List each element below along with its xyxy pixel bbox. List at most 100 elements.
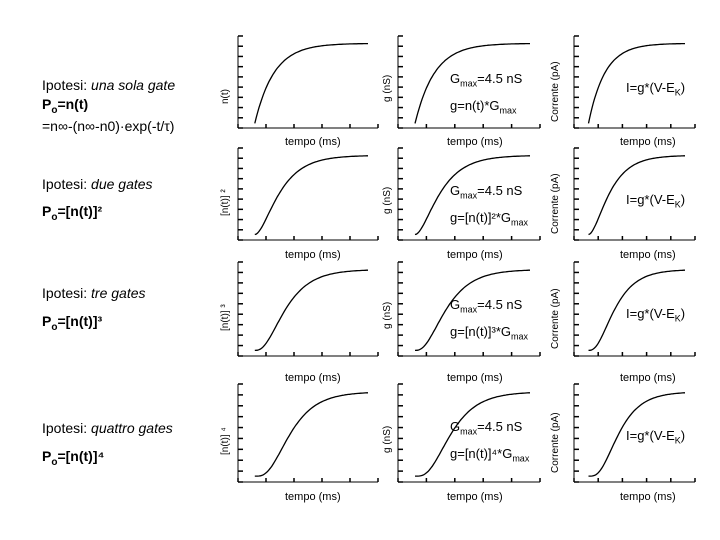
gmax-label-text: G (450, 183, 461, 198)
po-label: P (42, 448, 52, 464)
hypothesis-italic: una sola gate (91, 77, 176, 93)
g-equation-text: g=[n(t)]³*G (450, 324, 512, 339)
gmax-label-text: G (450, 419, 461, 434)
i-equation-suffix: ) (680, 306, 686, 321)
hypothesis-prefix: Ipotesi: (42, 176, 88, 192)
g-equation-text: g=n(t)*G (450, 98, 500, 113)
response-curve (254, 392, 368, 477)
po-label: P (42, 96, 52, 112)
po-expr: =n(t) (57, 96, 89, 112)
response-curve (254, 269, 368, 352)
po-row1: Po=n(t) (42, 96, 88, 116)
po-row2: Po=[n(t)]² (42, 203, 102, 223)
i-equation-text: I=g*(V-E (626, 306, 675, 321)
po-expr: =[n(t)]² (57, 203, 103, 219)
y-axis-label-g: g (nS) (382, 301, 393, 329)
po-expr: =[n(t)]³ (57, 313, 103, 329)
i-equation-suffix: ) (680, 80, 686, 95)
x-axis-label: tempo (ms) (620, 491, 676, 503)
hypothesis-prefix: Ipotesi: (42, 420, 88, 436)
i-equation-sub: K (674, 435, 681, 446)
i-equation-text: I=g*(V-E (626, 192, 675, 207)
y-axis-label-g: g (nS) (382, 425, 393, 453)
hypothesis-row4: Ipotesi: quattro gates (42, 420, 173, 437)
i-equation: I=g*(V-EK) (626, 80, 685, 98)
gmax-label-text: G (450, 297, 461, 312)
response-curve (414, 42, 530, 124)
gmax-label-suffix: =4.5 nS (477, 71, 523, 86)
gmax-label-suffix: =4.5 nS (477, 183, 523, 198)
po-sub: o (51, 104, 58, 116)
y-axis-label-n: [n(t)] ³ (220, 304, 231, 331)
po-row4: Po=[n(t)]⁴ (42, 448, 104, 468)
g-equation-sub: max (511, 331, 529, 342)
y-axis-label-n: [n(t)] ⁴ (220, 427, 231, 455)
response-curve (414, 155, 530, 236)
x-axis-label: tempo (ms) (285, 136, 341, 148)
x-axis-label: tempo (ms) (620, 249, 676, 261)
x-axis-label: tempo (ms) (447, 491, 503, 503)
i-equation-text: I=g*(V-E (626, 428, 675, 443)
i-equation-text: I=g*(V-E (626, 80, 675, 95)
formula-row1: =n∞-(n∞-n0)·exp(-t/τ) (42, 118, 175, 134)
po-label: P (42, 313, 52, 329)
hypothesis-italic: quattro gates (91, 420, 173, 436)
x-axis-label: tempo (ms) (620, 136, 676, 148)
i-equation-suffix: ) (680, 192, 686, 207)
gmax-label-sub: max (460, 190, 478, 201)
gmax-label: Gmax=4.5 nS (450, 183, 522, 201)
x-axis-label: tempo (ms) (447, 136, 503, 148)
po-sub: o (51, 211, 58, 223)
gmax-label: Gmax=4.5 nS (450, 297, 522, 315)
gmax-label-sub: max (460, 426, 478, 437)
po-expr: =[n(t)]⁴ (57, 448, 105, 464)
gmax-label-sub: max (460, 78, 478, 89)
x-axis-label: tempo (ms) (447, 249, 503, 261)
y-axis-label-g: g (nS) (382, 74, 393, 102)
gmax-label-text: G (450, 71, 461, 86)
po-sub: o (51, 321, 58, 333)
g-equation-text: g=[n(t)]⁴*G (450, 446, 513, 461)
y-axis-label-g: g (nS) (382, 186, 393, 214)
i-equation-sub: K (674, 313, 681, 324)
i-equation-sub: K (674, 87, 681, 98)
x-axis-label: tempo (ms) (620, 372, 676, 384)
response-curve (588, 155, 685, 236)
response-curve (588, 269, 685, 352)
i-equation-suffix: ) (680, 428, 686, 443)
gmax-label-suffix: =4.5 nS (477, 297, 523, 312)
i-equation-sub: K (674, 199, 681, 210)
gmax-label-sub: max (460, 304, 478, 315)
g-equation: g=[n(t)]³*Gmax (450, 324, 528, 342)
x-axis-label: tempo (ms) (285, 491, 341, 503)
i-equation: I=g*(V-EK) (626, 192, 685, 210)
response-curve (588, 392, 685, 477)
x-axis-label: tempo (ms) (285, 372, 341, 384)
g-equation-sub: max (511, 217, 529, 228)
g-equation: g=[n(t)]²*Gmax (450, 210, 528, 228)
hypothesis-italic: due gates (91, 176, 153, 192)
gmax-label-suffix: =4.5 nS (477, 419, 523, 434)
hypothesis-prefix: Ipotesi: (42, 77, 88, 93)
gmax-label: Gmax=4.5 nS (450, 419, 522, 437)
g-equation: g=n(t)*Gmax (450, 98, 517, 116)
response-curve (254, 42, 368, 124)
g-equation-sub: max (512, 453, 530, 464)
y-axis-label-i: Corrente (pA) (550, 288, 561, 349)
y-axis-label-n: [n(t)] ² (220, 189, 231, 216)
response-curve (414, 269, 530, 352)
po-sub: o (51, 456, 58, 468)
y-axis-label-i: Corrente (pA) (550, 412, 561, 473)
i-equation: I=g*(V-EK) (626, 428, 685, 446)
x-axis-label: tempo (ms) (285, 249, 341, 261)
x-axis-label: tempo (ms) (447, 372, 503, 384)
hypothesis-row2: Ipotesi: due gates (42, 176, 153, 193)
gmax-label: Gmax=4.5 nS (450, 71, 522, 89)
response-curve (415, 392, 530, 477)
po-label: P (42, 203, 52, 219)
y-axis-label-i: Corrente (pA) (550, 61, 561, 122)
response-curve (254, 155, 368, 236)
i-equation: I=g*(V-EK) (626, 306, 685, 324)
hypothesis-prefix: Ipotesi: (42, 285, 88, 301)
